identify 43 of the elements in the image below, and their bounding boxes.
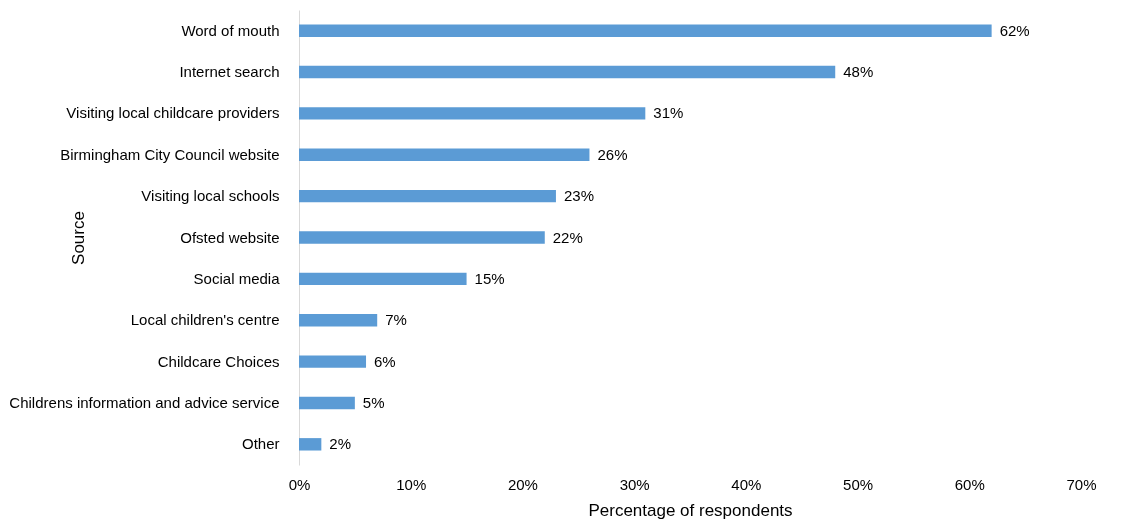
- x-tick-label: 50%: [843, 475, 874, 493]
- y-axis-title: Source: [68, 211, 88, 265]
- y-tick-label: Ofsted website: [180, 228, 280, 246]
- data-label: 6%: [374, 352, 396, 370]
- y-tick-label: Childcare Choices: [157, 352, 280, 370]
- x-tick-label: 30%: [619, 475, 650, 493]
- y-tick-label: Other: [241, 435, 280, 453]
- bar: [299, 396, 355, 410]
- bar: [299, 65, 836, 79]
- y-tick-label: Word of mouth: [181, 21, 280, 39]
- data-label: 5%: [362, 393, 385, 411]
- y-tick-label: Local children's centre: [130, 311, 280, 329]
- x-tick-label: 10%: [396, 475, 427, 493]
- y-tick-label: Visiting local schools: [141, 187, 280, 205]
- bar: [299, 231, 545, 244]
- x-tick-label: 40%: [731, 475, 762, 493]
- data-label: 7%: [385, 311, 407, 329]
- y-tick-label: Social media: [193, 269, 281, 287]
- x-tick-label: 20%: [507, 475, 538, 493]
- data-label: 26%: [597, 145, 628, 163]
- y-tick-label: Birmingham City Council website: [60, 145, 280, 163]
- bar: [299, 107, 646, 120]
- data-label: 31%: [653, 104, 684, 122]
- data-label: 22%: [552, 228, 583, 246]
- bar: [299, 314, 378, 327]
- x-axis-title: Percentage of respondents: [588, 500, 793, 520]
- bar: [299, 24, 992, 37]
- y-tick-label: Childrens information and advice service: [9, 393, 280, 411]
- bar: [299, 148, 590, 161]
- bar: [299, 438, 322, 451]
- data-label: 15%: [474, 269, 505, 287]
- x-tick-label: 70%: [1066, 475, 1097, 493]
- bar: [299, 355, 367, 368]
- x-tick-label: 0%: [288, 475, 311, 493]
- y-tick-label: Visiting local childcare providers: [66, 104, 280, 122]
- y-tick-label: Internet search: [179, 63, 280, 81]
- bar: [299, 272, 467, 286]
- data-label: 2%: [329, 435, 352, 453]
- x-tick-label: 60%: [954, 475, 985, 493]
- data-label: 48%: [843, 63, 874, 81]
- bar: [299, 189, 556, 203]
- data-label: 62%: [999, 21, 1030, 39]
- data-label: 23%: [563, 187, 594, 205]
